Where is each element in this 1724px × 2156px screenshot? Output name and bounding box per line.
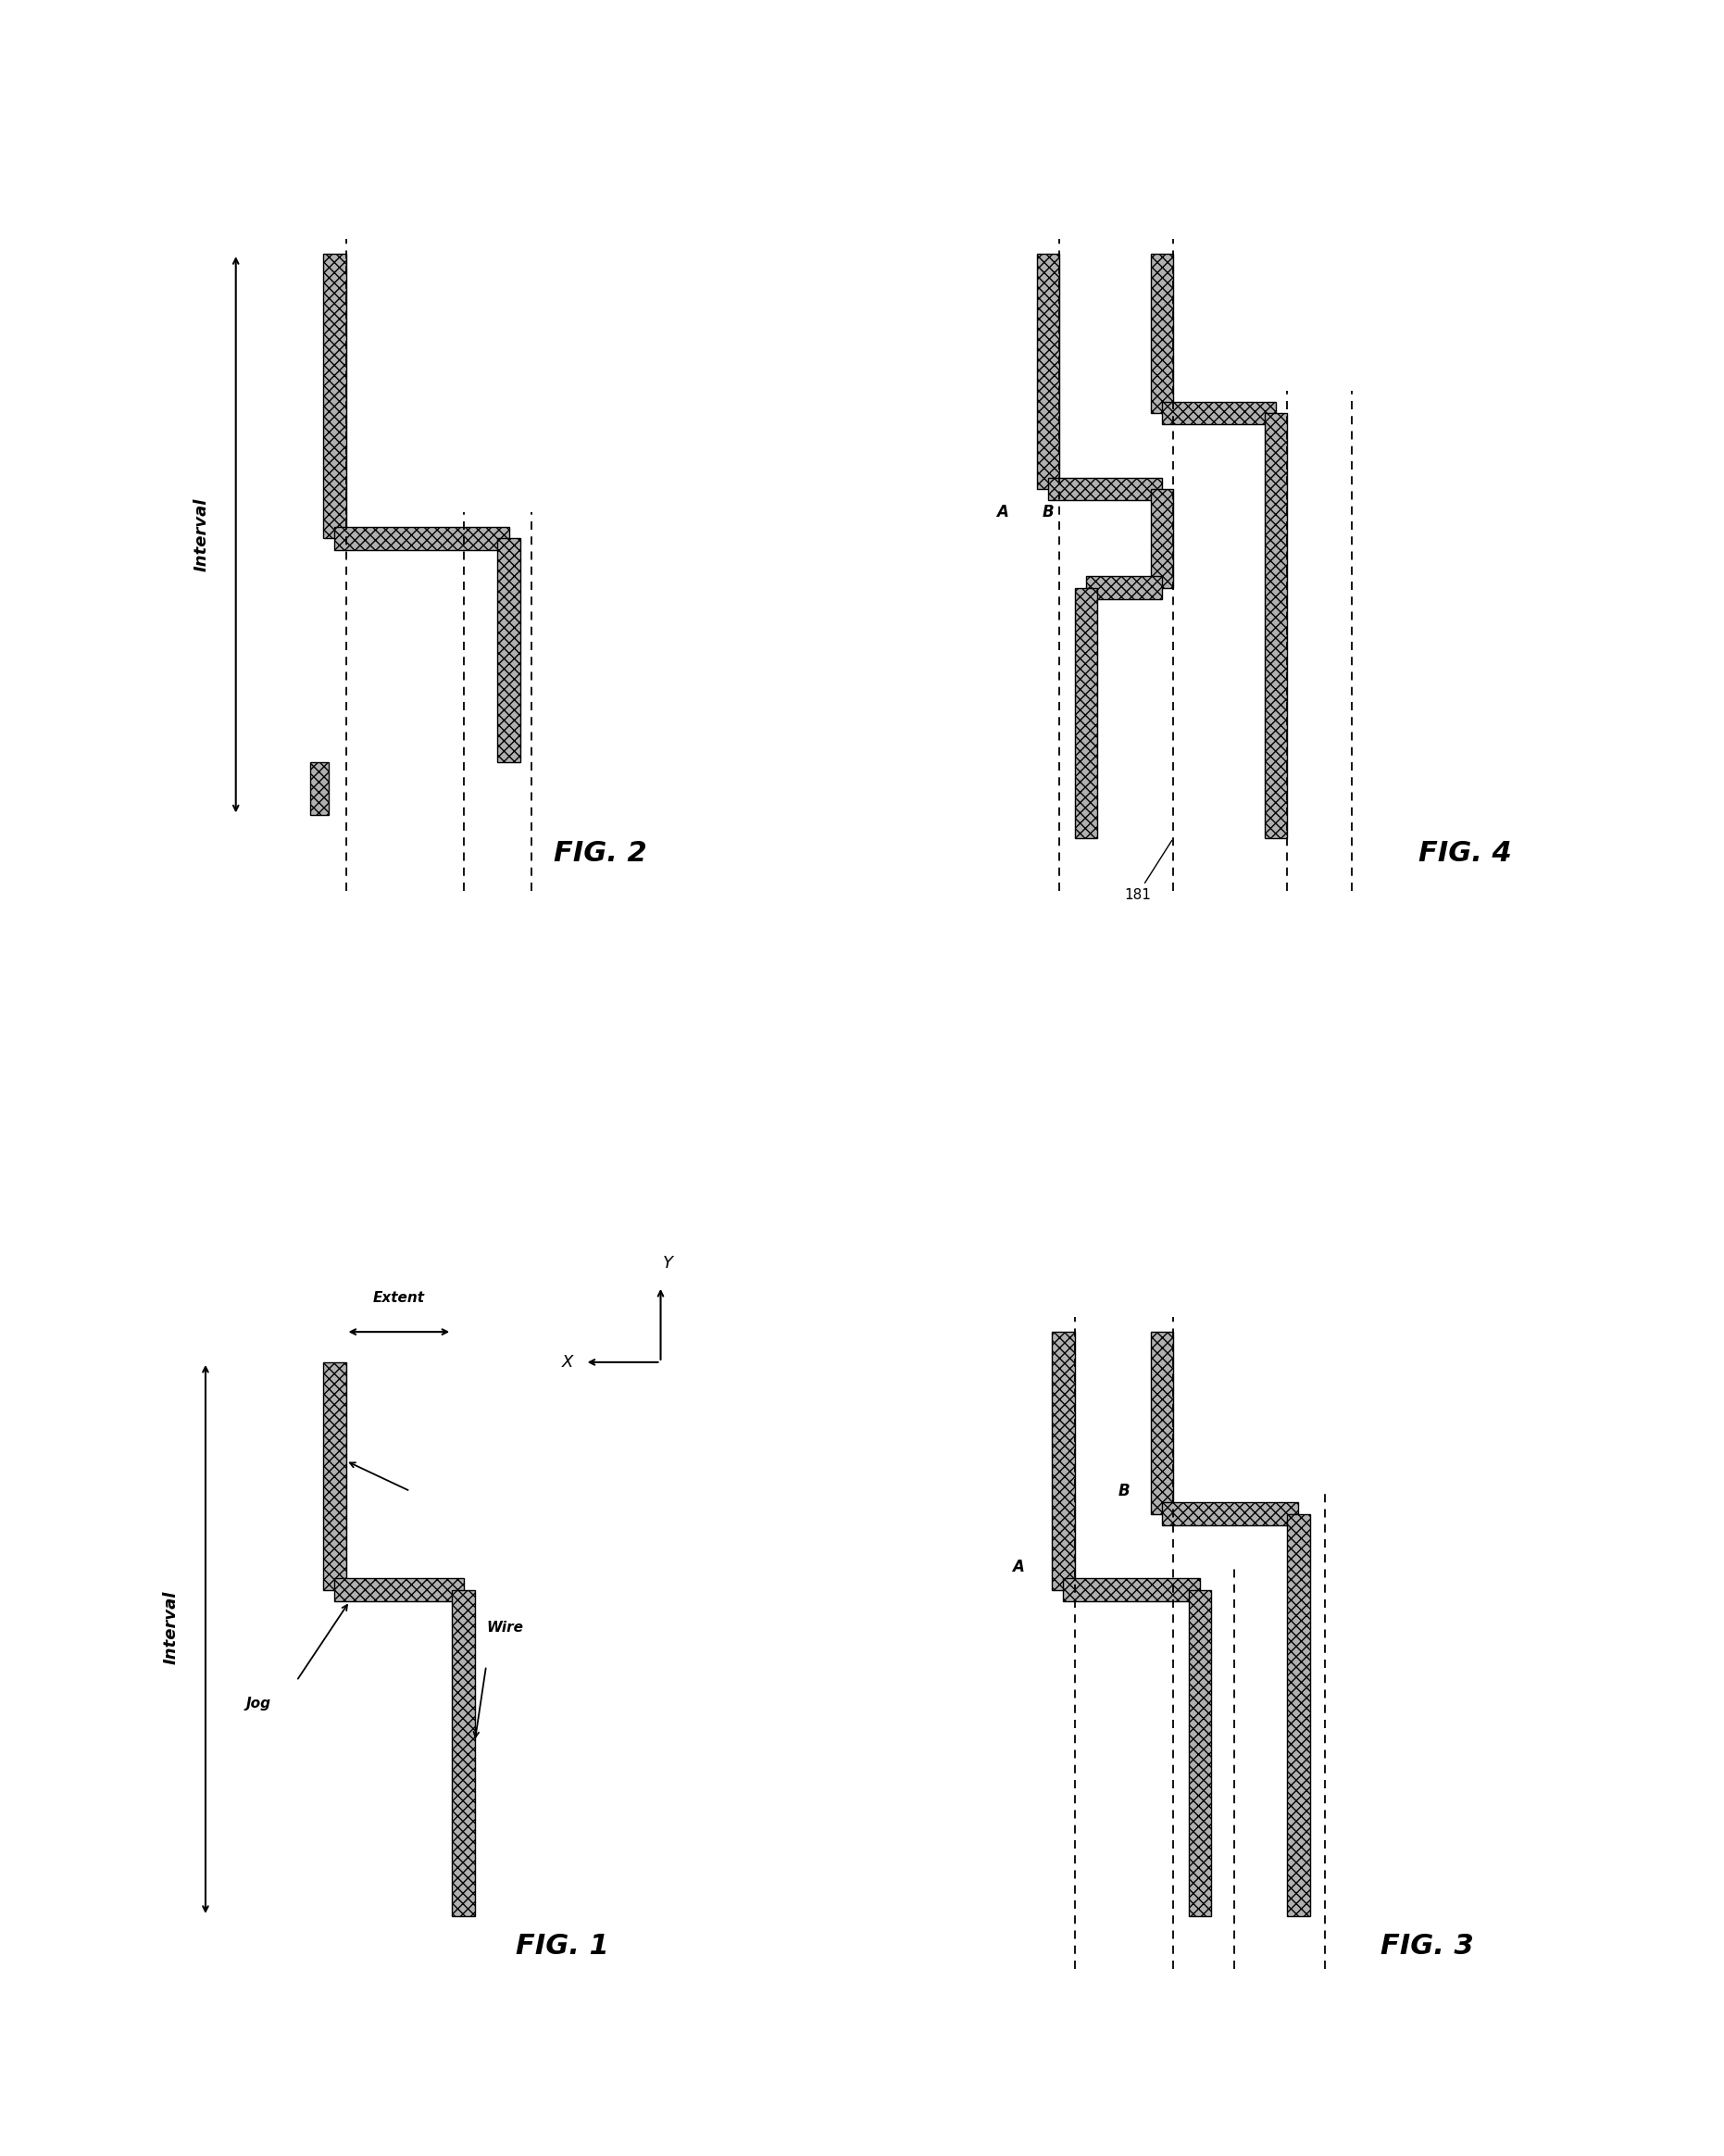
- Bar: [1264, 414, 1288, 839]
- Text: Y: Y: [664, 1255, 674, 1272]
- Bar: [322, 254, 347, 539]
- Bar: [1150, 489, 1174, 589]
- Bar: [1288, 1514, 1310, 1917]
- Text: X: X: [562, 1354, 574, 1371]
- Text: FIG. 3: FIG. 3: [1381, 1934, 1474, 1960]
- Bar: [1188, 1589, 1212, 1917]
- Bar: [1074, 589, 1098, 839]
- Text: FIG. 2: FIG. 2: [553, 841, 646, 867]
- Text: FIG. 1: FIG. 1: [515, 1934, 609, 1960]
- Text: B: B: [1043, 505, 1053, 520]
- Bar: [452, 1589, 474, 1917]
- Bar: [1150, 1332, 1174, 1514]
- Text: B: B: [1119, 1483, 1129, 1501]
- Bar: [334, 1578, 464, 1602]
- Bar: [1064, 1578, 1200, 1602]
- Bar: [334, 526, 509, 550]
- Text: A: A: [996, 505, 1009, 520]
- Text: Wire: Wire: [486, 1621, 522, 1634]
- Bar: [1162, 1503, 1298, 1524]
- Text: Interval: Interval: [193, 498, 210, 571]
- Text: A: A: [1012, 1559, 1024, 1576]
- Bar: [310, 763, 328, 815]
- Bar: [1052, 1332, 1074, 1589]
- Text: Extent: Extent: [372, 1291, 424, 1304]
- Bar: [1150, 254, 1174, 414]
- Text: FIG. 4: FIG. 4: [1419, 841, 1512, 867]
- Text: Jog: Jog: [247, 1697, 271, 1710]
- Bar: [1036, 254, 1060, 489]
- Bar: [1162, 401, 1276, 425]
- Text: Interval: Interval: [164, 1591, 179, 1664]
- Bar: [1048, 479, 1162, 500]
- Bar: [322, 1363, 347, 1589]
- Text: 181: 181: [1124, 841, 1172, 901]
- Bar: [1086, 576, 1162, 599]
- Bar: [498, 539, 521, 763]
